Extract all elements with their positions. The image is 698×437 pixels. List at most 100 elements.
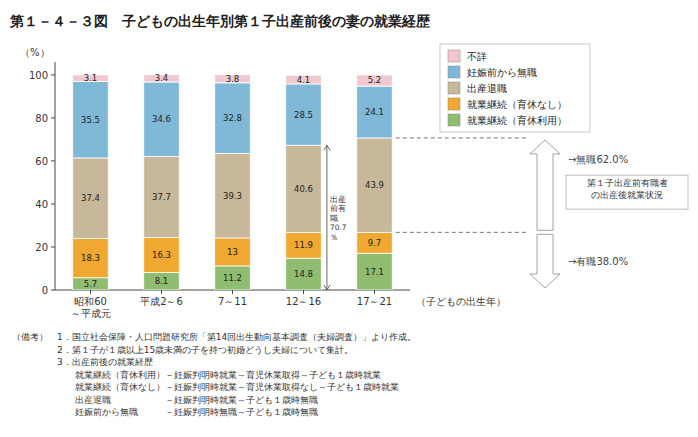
data-label: 34.6 xyxy=(152,114,171,124)
bar-segment xyxy=(144,238,180,273)
annotation-box-label-line: 第１子出産前有職者 xyxy=(587,178,668,188)
data-label: 37.4 xyxy=(81,193,100,203)
bar-segment xyxy=(73,238,109,277)
legend-box xyxy=(440,44,590,132)
bar-segment xyxy=(357,75,393,86)
x-tick-label-line: 17～21 xyxy=(357,296,392,307)
chart: 第１－４－３図 子どもの出生年別第１子出産前後の妻の就業経歴0204060801… xyxy=(0,0,698,437)
x-tick-label-line: 平成2～6 xyxy=(140,296,183,307)
footnote: 就業継続（育休利用）－妊娠判明時就業～育児休業取得～子ども１歳時就業 xyxy=(12,370,381,380)
upper-label: →無職62.0% xyxy=(568,154,628,165)
data-label: 14.8 xyxy=(294,269,313,279)
data-label: 13 xyxy=(227,247,238,257)
data-label: 8.1 xyxy=(155,276,169,286)
bar-segment xyxy=(215,266,251,290)
background xyxy=(0,0,698,437)
bracket-head xyxy=(324,145,330,150)
x-tick-label: 7～11 xyxy=(218,296,247,307)
bar-segment xyxy=(215,153,251,238)
annotation-box-label-line: の出産後就業状況 xyxy=(591,190,663,200)
bar-segment xyxy=(144,273,180,290)
data-labels: 5.7 8.1 11.2 14.8 17.1 18.3 16.3 13 11.9 9.7 37.4 3… xyxy=(81,73,384,289)
legend-swatch xyxy=(448,98,460,110)
bracket-label-line: ％ xyxy=(330,233,338,242)
bracket-label-line: 前有 xyxy=(330,204,346,213)
y-label: （%） xyxy=(20,47,50,58)
y-tick-label: 60 xyxy=(35,156,48,167)
bar-segment xyxy=(215,238,251,266)
x-tick-label: 17～21 xyxy=(357,296,392,307)
bar-segment xyxy=(286,258,322,290)
reference-line xyxy=(396,232,528,233)
y-tick xyxy=(51,117,55,118)
lower-label: →有職38.0% xyxy=(568,256,628,267)
bar-segment xyxy=(286,233,322,259)
x-tick-label-line: 12～16 xyxy=(286,296,321,307)
legend-label: 不詳 xyxy=(467,51,487,62)
data-label: 11.2 xyxy=(223,273,242,283)
y-tick xyxy=(51,160,55,161)
y-tick xyxy=(51,246,55,247)
x-tick-label: 昭和60～平成元 xyxy=(71,296,111,319)
bracket-label-line: 出産 xyxy=(330,195,346,204)
y-tick-label: 0 xyxy=(42,285,48,296)
data-label: 11.9 xyxy=(294,240,313,250)
data-label: 5.7 xyxy=(84,279,98,289)
bar-segment xyxy=(73,82,109,158)
data-label: 17.1 xyxy=(365,267,384,277)
footnote: （備考） 1．国立社会保障・人口問題研究所「第14回出生動向基本調査（夫婦調査）… xyxy=(12,332,416,342)
bracket xyxy=(326,145,327,290)
legend-swatch xyxy=(448,66,460,78)
data-label: 32.8 xyxy=(223,113,242,123)
legend-swatch xyxy=(448,114,460,126)
y-tick xyxy=(51,203,55,204)
y-tick xyxy=(51,74,55,75)
bar-segment xyxy=(357,232,393,253)
x-tick-label-line: 昭和60 xyxy=(74,296,107,307)
footnote: 就業継続（育休なし）－妊娠判明時就業～育児休業取得なし～子ども１歳時就業 xyxy=(12,382,399,392)
x-tick xyxy=(374,290,375,294)
legend-swatch xyxy=(448,82,460,94)
bar-segment xyxy=(286,75,322,84)
legend-swatch xyxy=(448,50,460,62)
block-arrow xyxy=(530,140,560,230)
annotation-box xyxy=(566,175,688,209)
data-label: 5.2 xyxy=(368,75,382,85)
footnote: 出産退職 －妊娠判明時就業～子ども１歳時無職 xyxy=(12,395,318,405)
data-label: 16.3 xyxy=(152,250,171,260)
data-label: 28.5 xyxy=(294,110,313,120)
bar-segment xyxy=(286,84,322,145)
x-label: （子どもの出生年） xyxy=(416,296,506,307)
x-tick xyxy=(232,290,233,294)
x-tick-label-line: 7～11 xyxy=(218,296,247,307)
x-tick xyxy=(161,290,162,294)
annotation-box-label: 第１子出産前有職者の出産後就業状況 xyxy=(587,178,668,200)
bracket-label-line: 職 xyxy=(330,214,338,223)
bar-segment xyxy=(215,75,251,83)
footnote: 妊娠前から無職 －妊娠判明時無職～子ども１歳時無職 xyxy=(12,407,318,417)
data-label: 4.1 xyxy=(297,75,311,85)
legend-label: 就業継続（育休利用） xyxy=(467,115,567,126)
y-axis xyxy=(55,62,56,290)
data-label: 9.7 xyxy=(368,238,382,248)
legend-label: 出産退職 xyxy=(467,83,507,94)
y-tick xyxy=(51,290,55,291)
x-tick xyxy=(90,290,91,294)
data-label: 24.1 xyxy=(365,107,384,117)
x-tick-label-line: ～平成元 xyxy=(71,308,111,319)
y-tick-label: 40 xyxy=(35,199,48,210)
y-tick-label: 80 xyxy=(35,113,48,124)
y-tick-label: 100 xyxy=(29,70,48,81)
data-label: 39.3 xyxy=(223,191,242,201)
y-tick-label: 20 xyxy=(35,242,48,253)
data-label: 3.8 xyxy=(226,74,240,84)
block-arrow xyxy=(530,234,560,288)
bar-segment xyxy=(73,158,109,238)
x-tick xyxy=(303,290,304,294)
x-tick-label: 12～16 xyxy=(286,296,321,307)
data-label: 18.3 xyxy=(81,253,100,263)
bar-segment xyxy=(357,253,393,290)
legend-label: 就業継続（育休なし） xyxy=(467,99,567,110)
footnote: 3．出産前後の就業経歴 xyxy=(12,357,153,367)
data-label: 40.6 xyxy=(294,184,313,194)
